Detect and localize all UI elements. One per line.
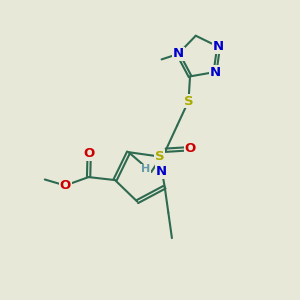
Text: O: O [185,142,196,155]
Text: H: H [141,164,150,174]
Text: N: N [172,47,184,61]
Text: N: N [156,165,167,178]
Text: S: S [154,150,164,163]
Text: N: N [213,40,224,53]
Text: O: O [84,147,95,160]
Text: S: S [184,94,193,107]
Text: O: O [60,179,71,192]
Text: N: N [209,65,220,79]
